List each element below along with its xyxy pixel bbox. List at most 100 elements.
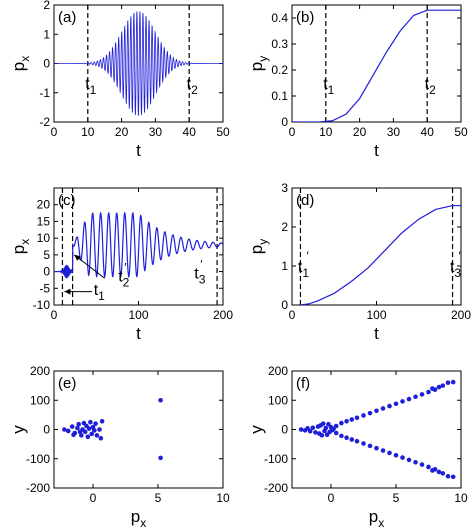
scatter-point [89,431,94,437]
scatter-point [354,415,360,421]
scatter-point [320,421,326,426]
scatter-point [440,383,446,388]
scatter-point [93,421,98,426]
time-marker-label: t3 [450,259,461,280]
scatter-point [323,425,329,431]
x-tick-label: 200 [451,308,471,322]
y-tick-label: 0.2 [271,63,288,77]
scatter-point [374,445,379,451]
x-tick-label: 10 [454,491,468,505]
time-marker-label: t1 [85,76,96,97]
scatter-point [413,394,418,400]
time-marker-label: t2 [425,76,436,97]
y-tick-label: 1 [281,259,288,273]
y-axis-label: px [9,239,32,254]
y-tick-label: 0 [43,57,50,71]
scatter-point [430,386,435,391]
x-tick-label: 50 [454,125,468,139]
y-tick-label: -100 [26,452,50,466]
time-marker-label: t1 [323,76,334,97]
panel-label: (e) [58,375,76,392]
y-tick-label: 0 [43,265,50,279]
y-axis-label-main: p [247,245,266,254]
y-tick-label: 0 [281,423,288,437]
scatter-point [71,432,76,438]
scatter-point [406,396,412,402]
y-tick-label: 0.4 [271,11,288,25]
x-axis-label-sub: x [140,516,146,530]
y-tick-label: -200 [264,481,288,495]
plot-area [298,379,456,480]
y-tick-label: 10 [37,231,51,245]
scatter-point [436,384,442,390]
scatter-point [82,429,88,435]
x-axis-label-sub: x [378,516,384,530]
x-axis-label-main: t [136,324,141,343]
time-marker-sub: 1 [90,83,97,97]
x-tick-label: 200 [213,308,233,322]
scatter-point [76,421,81,427]
scatter-point [344,419,349,424]
scatter-point [387,403,392,409]
x-tick-label: 10 [319,125,333,139]
annotation-sub: 2 [123,276,130,290]
scatter-point [79,433,84,438]
plot-frame [291,4,462,123]
x-tick-label: 40 [421,125,435,139]
y-tick-label: 100 [30,393,50,407]
x-axis-label: px [369,507,384,530]
time-marker-sub: 3 [454,266,461,280]
scatter-point [85,434,91,440]
plot-area [292,5,461,122]
y-tick-label: 100 [268,393,288,407]
scatter-point [75,425,80,431]
scatter-point [400,399,405,404]
time-marker-main: t [323,76,328,93]
y-tick-label: 200 [268,364,288,378]
plot-area [299,188,461,305]
scatter-point [436,469,442,475]
scatter-point [450,379,456,385]
y-tick-label: -2 [39,115,50,129]
y-axis-label-sub: y [256,239,270,245]
scatter-point [310,425,316,431]
panel-label: (a) [58,9,76,26]
scatter-point [66,428,71,434]
scatter-point [367,443,373,449]
scatter-point [361,441,366,446]
scatter-point [62,427,67,432]
x-tick-label: 20 [353,125,367,139]
y-axis-label-sub: y [256,56,270,62]
y-axis-label-main: y [247,425,266,434]
data-series-line [300,204,461,305]
time-marker-main: t [450,259,455,276]
panel-label: (d) [296,192,314,209]
time-marker-sub: 1 [302,266,309,280]
time-marker-sub: 1 [328,83,335,97]
scatter-point [92,428,97,433]
x-axis-label-main: p [369,507,378,526]
scatter-point [98,435,104,441]
y-tick-label: 0.1 [271,89,288,103]
y-tick-label: -5 [39,281,50,295]
x-tick-label: 10 [216,491,230,505]
scatter-point [393,401,399,407]
y-tick-label: 3 [281,181,288,195]
y-tick-label: 1 [43,27,50,41]
y-tick-label: 0 [281,298,288,312]
y-tick-label: 200 [30,364,50,378]
y-tick-label: 0 [281,115,288,129]
scatter-point [440,471,446,476]
scatter-point [419,462,425,467]
x-tick-label: 100 [366,308,386,322]
x-tick-label: 30 [149,125,163,139]
panel-label: (f) [296,375,310,392]
scatter-point [413,459,418,465]
annotation-main: t [94,282,99,299]
y-tick-label: 5 [43,248,50,262]
x-tick-label: 50 [216,125,230,139]
y-tick-label: -200 [26,481,50,495]
